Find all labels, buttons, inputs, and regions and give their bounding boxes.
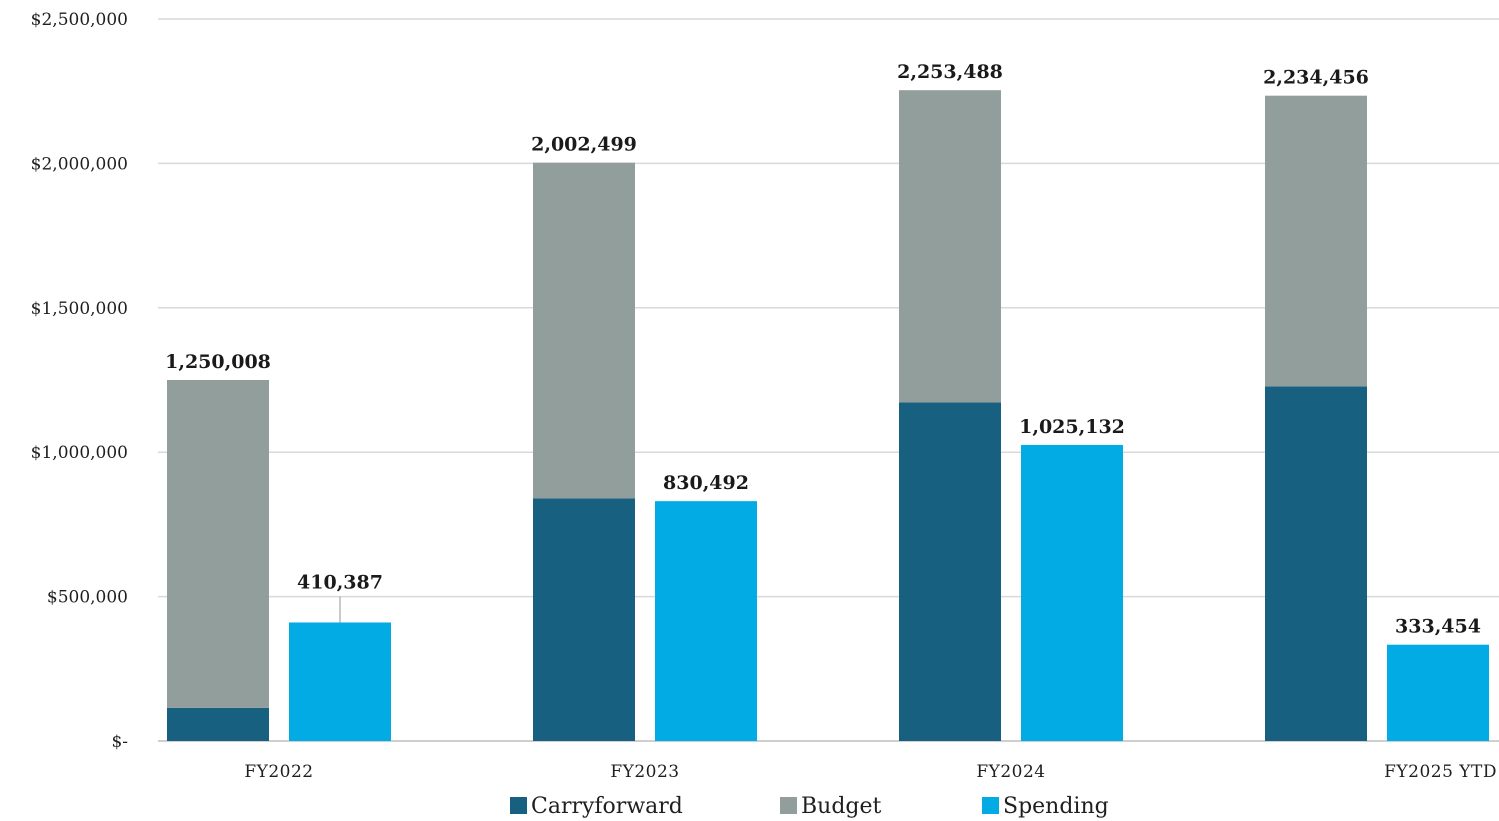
- legend: Carryforward Budget Spending: [510, 794, 1109, 819]
- legend-label: Carryforward: [531, 794, 683, 819]
- spending-label: 410,387: [297, 571, 383, 593]
- bar-carryforward: [1265, 386, 1367, 741]
- legend-item-spending: Spending: [982, 794, 1109, 819]
- legend-item-budget: Budget: [780, 794, 882, 819]
- bar-carryforward: [167, 707, 269, 741]
- stack-total-label: 2,234,456: [1263, 67, 1369, 89]
- bar-spending: [1387, 644, 1489, 741]
- legend-label: Budget: [801, 794, 882, 819]
- category-label: FY2022: [244, 762, 313, 782]
- bar-spending: [289, 622, 391, 741]
- bars: [167, 90, 1489, 741]
- stack-total-label: 2,253,488: [897, 61, 1003, 83]
- legend-swatch: [780, 797, 797, 814]
- stack-total-label: 2,002,499: [531, 134, 637, 156]
- y-tick-label: $2,500,000: [31, 10, 128, 30]
- x-axis: FY2022 FY2023 FY2024 FY2025 YTD: [244, 762, 1497, 782]
- category-label: FY2023: [610, 762, 679, 782]
- y-tick-label: $500,000: [47, 588, 128, 608]
- legend-item-carryforward: Carryforward: [510, 794, 683, 819]
- y-axis: $- $500,000 $1,000,000 $1,500,000 $2,000,000…: [31, 10, 128, 752]
- bar-carryforward: [899, 402, 1001, 741]
- category-label: FY2024: [976, 762, 1045, 782]
- legend-swatch: [982, 797, 999, 814]
- legend-label: Spending: [1003, 794, 1109, 819]
- bar-budget: [899, 90, 1001, 403]
- bar-budget: [167, 379, 269, 708]
- bar-carryforward: [533, 498, 635, 741]
- spending-label: 830,492: [663, 472, 749, 494]
- data-labels: 1,250,008 410,387 2,002,499 830,492 2,253,48…: [165, 61, 1481, 638]
- stack-total-label: 1,250,008: [165, 351, 271, 373]
- bar-budget: [1265, 95, 1367, 387]
- category-label: FY2025 YTD: [1384, 762, 1497, 782]
- y-tick-label: $-: [111, 732, 128, 752]
- y-tick-label: $1,500,000: [31, 299, 128, 319]
- y-tick-label: $1,000,000: [31, 443, 128, 463]
- bar-budget: [533, 162, 635, 499]
- spending-label: 1,025,132: [1019, 416, 1125, 438]
- y-tick-label: $2,000,000: [31, 154, 128, 174]
- bar-spending: [655, 501, 757, 741]
- bar-spending: [1021, 444, 1123, 741]
- legend-swatch: [510, 797, 527, 814]
- spending-label: 333,454: [1395, 616, 1481, 638]
